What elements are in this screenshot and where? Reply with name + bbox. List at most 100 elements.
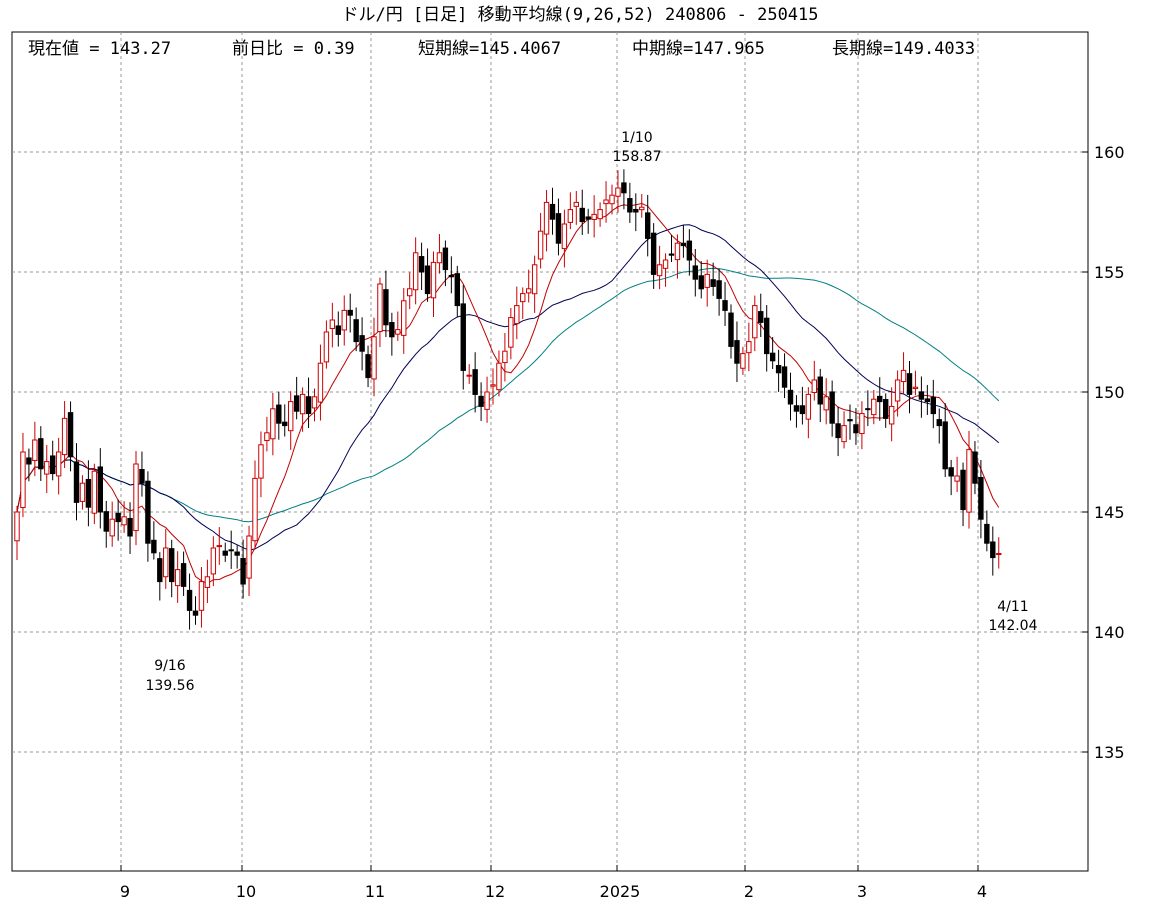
candle (347, 293, 353, 333)
candle (264, 416, 270, 452)
x-tick-label: 4 (977, 882, 987, 901)
candle-body (710, 279, 716, 287)
candle-body (520, 293, 526, 303)
candle-body (14, 511, 20, 542)
candle (597, 202, 603, 227)
candle (871, 390, 877, 425)
candle-body (163, 547, 169, 578)
candle-body (174, 569, 181, 587)
candle (198, 567, 205, 628)
candle (353, 307, 359, 352)
candle (686, 229, 693, 276)
candle-body (305, 396, 312, 415)
candle (734, 321, 740, 383)
candle-body (353, 319, 359, 343)
candle-body (67, 412, 74, 458)
candle-body (442, 247, 449, 271)
candle-body (460, 303, 466, 371)
candle (918, 376, 925, 418)
candle (38, 426, 44, 481)
candle-body (775, 365, 782, 374)
candle-body (508, 317, 514, 348)
candle (210, 536, 217, 587)
candle (317, 344, 324, 421)
candle-body (490, 384, 496, 387)
candle (888, 387, 895, 442)
candle-body (412, 252, 419, 291)
candle (543, 190, 550, 252)
candle (460, 285, 466, 390)
candle-body (829, 391, 835, 424)
candle (133, 451, 139, 546)
candle-body (692, 265, 698, 280)
candle (567, 192, 574, 230)
candle (823, 378, 829, 425)
candle-body (948, 467, 954, 477)
candle (335, 311, 342, 347)
candle-body (50, 455, 56, 475)
candle (900, 352, 907, 394)
candle (835, 406, 841, 457)
stat-value: 149.4033 (893, 39, 975, 59)
candle (924, 384, 931, 415)
candle-body (930, 396, 936, 415)
candle-body (228, 549, 234, 552)
candle-body (145, 480, 151, 544)
candle-body (984, 523, 990, 544)
candle-body (954, 475, 960, 482)
plot-frame (11, 31, 1089, 872)
candle-body (668, 253, 675, 256)
candle (859, 401, 865, 450)
candle (85, 460, 92, 527)
candle-body (496, 362, 502, 391)
candle-body (758, 311, 764, 323)
candle (573, 191, 579, 225)
candle-body (847, 419, 853, 422)
candle (14, 506, 20, 560)
candle-body (716, 280, 722, 299)
candle (894, 370, 901, 417)
candle-body (85, 478, 92, 508)
candle (865, 390, 871, 427)
candle-body (478, 395, 484, 407)
candle-body (204, 576, 211, 588)
candle-body (877, 395, 883, 403)
candle-body (192, 610, 199, 616)
candle (877, 377, 883, 421)
candle (627, 182, 633, 223)
candle (805, 387, 812, 439)
candle-body (377, 283, 383, 333)
candle-body (157, 558, 163, 583)
candle-body (894, 379, 901, 402)
candle-body (883, 399, 889, 419)
candle-body (371, 336, 377, 380)
candle-body (335, 325, 342, 335)
candle-body (448, 275, 455, 278)
candle-body (555, 213, 562, 244)
candle-body (811, 379, 817, 393)
candle (276, 391, 282, 440)
candle-body (728, 312, 734, 347)
x-tick-label: 2025 (600, 882, 641, 901)
stat-2: 短期線=145.4067 (418, 39, 561, 59)
candle (585, 208, 591, 234)
candle (157, 552, 163, 601)
annotation-date: 9/16 (154, 658, 186, 674)
candle-body (680, 242, 687, 247)
candle (996, 537, 1002, 569)
candle-body (115, 512, 121, 523)
candle (615, 170, 621, 213)
candle (73, 443, 80, 521)
candle-body (769, 352, 776, 362)
candle-body (615, 187, 621, 197)
candle (442, 240, 449, 287)
candle-body (61, 417, 68, 456)
annotation-date: 1/10 (621, 130, 652, 146)
candle-body (549, 203, 556, 220)
ma-mid-line (16, 224, 1000, 551)
candle (555, 198, 562, 256)
candle (883, 393, 889, 428)
candle-body (127, 517, 133, 537)
candle-body (579, 207, 585, 223)
candle-body (514, 305, 520, 325)
